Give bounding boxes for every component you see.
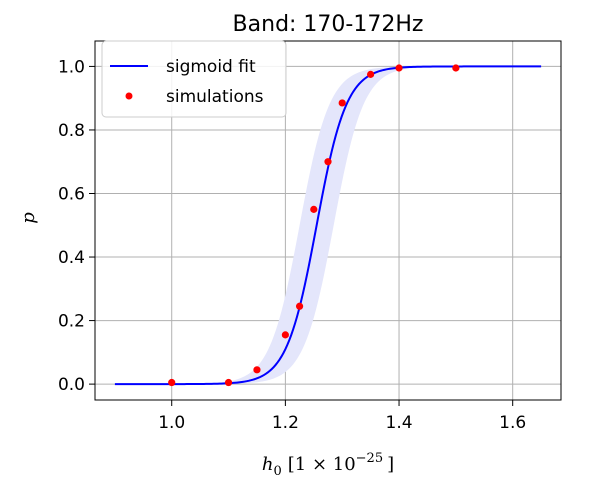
legend-box	[101, 40, 287, 118]
x-axis-label-base: h	[262, 454, 274, 475]
legend-point-swatch	[125, 92, 133, 100]
sigmoid-fit-line	[114, 65, 542, 386]
y-axis-label: p	[18, 212, 39, 224]
simulation-point	[452, 64, 460, 72]
simulation-point	[224, 378, 233, 387]
simulation-point	[310, 205, 318, 213]
x-axis-label-close: ]	[387, 454, 394, 475]
legend-label-simulations: simulations	[166, 87, 264, 107]
simulation-point	[295, 302, 304, 310]
legend: sigmoid fit simulations	[101, 40, 287, 118]
simulation-points-group	[168, 64, 460, 387]
simulation-point	[367, 70, 375, 78]
x-tick-label: 1.4	[386, 413, 413, 433]
y-tick-label: 0.4	[58, 248, 85, 268]
chart-title: Band: 170-172Hz	[233, 12, 424, 37]
x-tick-label: 1.6	[499, 413, 526, 433]
y-tick-label: 0.8	[58, 121, 85, 141]
x-axis-label-sub: 0	[273, 464, 281, 479]
confidence-band-group	[114, 66, 542, 385]
x-tick-label: 1.0	[158, 413, 185, 433]
y-tick-label: 0.2	[58, 312, 85, 332]
fit-line-group	[114, 65, 542, 386]
y-axis-ticks: 0.0 0.2 0.4 0.6 0.8 1.0	[58, 57, 95, 395]
y-tick-label: 0.0	[58, 375, 85, 395]
simulation-point	[338, 99, 346, 107]
simulation-point	[168, 378, 176, 387]
x-axis-ticks: 1.0 1.2 1.4 1.6	[158, 400, 526, 433]
x-axis-label-exp: −25	[356, 451, 383, 466]
y-tick-label: 1.0	[58, 57, 85, 77]
simulation-point	[324, 158, 332, 166]
y-tick-label: 0.6	[58, 184, 85, 204]
simulation-point	[253, 366, 261, 374]
simulation-point	[281, 331, 289, 339]
x-axis-label-unit: [1 × 10	[288, 454, 356, 475]
simulation-point	[395, 64, 403, 72]
plot-frame	[94, 40, 562, 401]
x-tick-label: 1.2	[272, 413, 299, 433]
legend-label-fit: sigmoid fit	[166, 57, 256, 77]
confidence-band	[114, 66, 542, 385]
x-axis-label: h0 [1 × 10−25]	[262, 451, 394, 479]
